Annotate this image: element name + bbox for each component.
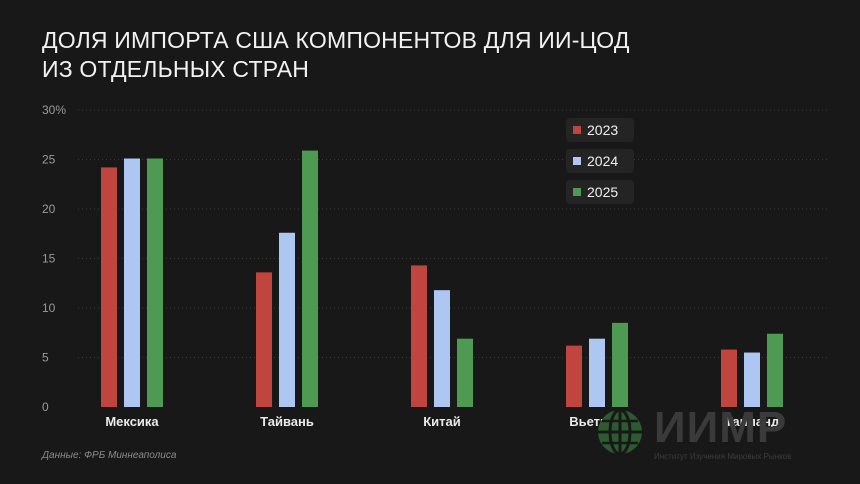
bar-2024-5 xyxy=(744,352,760,407)
y-tick-label: 20 xyxy=(42,202,56,216)
legend-item-bg xyxy=(566,180,634,204)
legend-swatch-2024 xyxy=(573,157,581,165)
x-category-label: Китай xyxy=(423,414,461,429)
legend-label-2024: 2024 xyxy=(587,153,618,169)
x-category-label: Таиланд xyxy=(725,414,780,429)
bar-2023-2 xyxy=(256,272,272,407)
y-tick-label: 10 xyxy=(42,301,56,315)
bar-2024-3 xyxy=(434,290,450,407)
bar-2023-5 xyxy=(721,349,737,407)
legend-item-bg xyxy=(566,149,634,173)
globe-logo-icon xyxy=(598,408,642,456)
y-tick-label: 15 xyxy=(42,252,56,266)
bar-2025-2 xyxy=(302,150,318,407)
legend-label-2025: 2025 xyxy=(587,184,618,200)
y-tick-label: 0 xyxy=(42,400,49,414)
chart-title-line-2: ИЗ ОТДЕЛЬНЫХ СТРАН xyxy=(42,56,310,82)
bar-2024-4 xyxy=(589,338,605,407)
chart-title-line-1: ДОЛЯ ИМПОРТА США КОМПОНЕНТОВ ДЛЯ ИИ-ЦОД xyxy=(42,27,630,53)
bar-2023-4 xyxy=(566,345,582,407)
logo-wordmark: ИИМР xyxy=(654,403,788,452)
bar-2024-1 xyxy=(124,158,140,407)
x-category-label: Тайвань xyxy=(260,414,314,429)
legend-swatch-2023 xyxy=(573,126,581,134)
chart-title: ДОЛЯ ИМПОРТА США КОМПОНЕНТОВ ДЛЯ ИИ-ЦОД … xyxy=(42,26,630,84)
y-tick-label: 25 xyxy=(42,153,56,167)
legend-swatch-2025 xyxy=(573,188,581,196)
legend-label-2023: 2023 xyxy=(587,122,618,138)
data-source-note: Данные: ФРБ Миннеаполиса xyxy=(42,450,177,461)
bar-2025-1 xyxy=(147,158,163,407)
bar-2023-3 xyxy=(411,265,427,407)
bar-2025-4 xyxy=(612,322,628,407)
bar-2025-3 xyxy=(457,338,473,407)
y-tick-label: 5 xyxy=(42,351,49,365)
bar-2025-5 xyxy=(767,333,783,407)
legend-item-bg xyxy=(566,118,634,142)
y-tick-label: 30% xyxy=(42,103,66,117)
x-category-label: Мексика xyxy=(105,414,159,429)
bar-2024-2 xyxy=(279,232,295,407)
logo-subtitle: Институт Изучения Мировых Рынков xyxy=(654,452,792,461)
bar-2023-1 xyxy=(101,167,117,407)
